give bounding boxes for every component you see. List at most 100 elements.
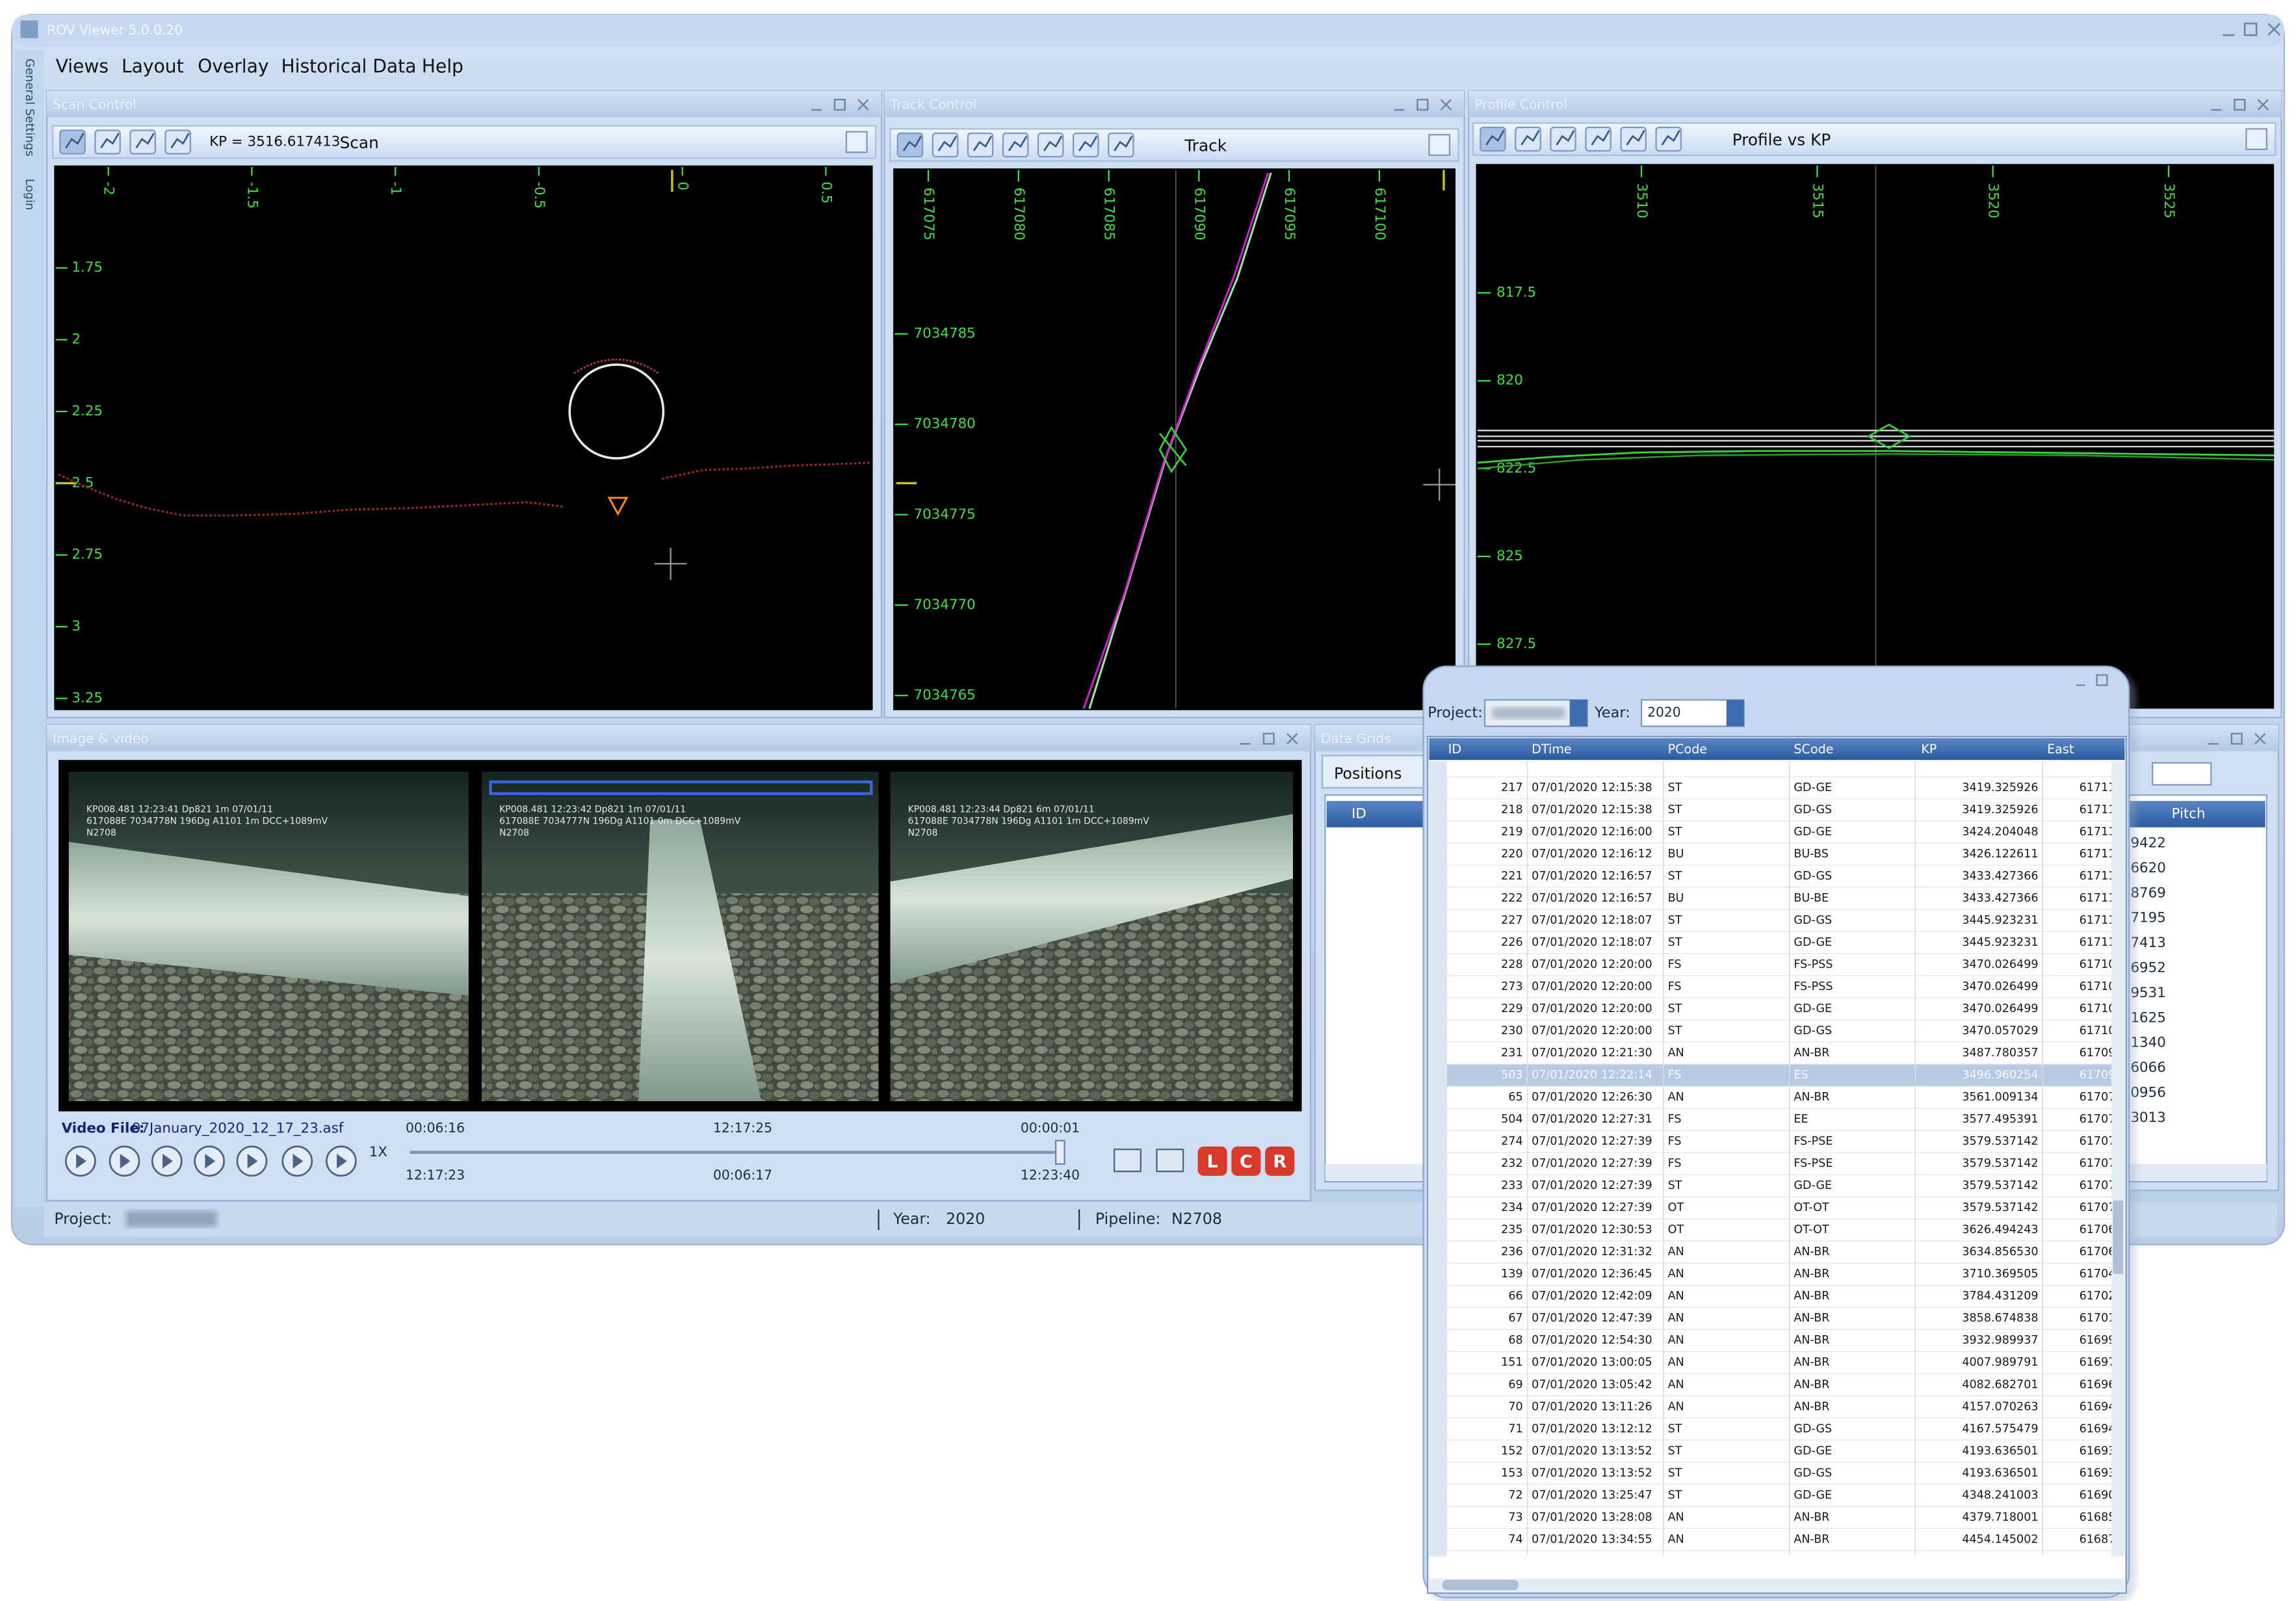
menu-item[interactable]: Help [422, 56, 463, 77]
table-row[interactable]: 220 07/01/2020 12:16:12 BU BU-BS 3426.122611… [1446, 842, 2116, 866]
playback-button[interactable] [194, 1145, 225, 1177]
tool-icon[interactable] [59, 129, 86, 155]
close[interactable] [1440, 99, 1452, 111]
row-bg[interactable] [1446, 1461, 2114, 1485]
row-bg[interactable] [1446, 887, 2114, 910]
tool-icon[interactable] [164, 129, 191, 155]
table-row[interactable]: 504 07/01/2020 12:27:31 FS EE 3577.495391 617… [1446, 1108, 2116, 1131]
row-bg[interactable] [1446, 1284, 2114, 1308]
table-row[interactable]: 233 07/01/2020 12:27:39 ST GD-GE 3579.537142… [1446, 1174, 2116, 1197]
close[interactable] [1286, 733, 1298, 745]
playback-button[interactable] [325, 1145, 357, 1177]
tool-button[interactable] [1585, 126, 1611, 152]
panel-controls[interactable] [1394, 98, 1452, 111]
table-row[interactable]: 234 07/01/2020 12:27:39 OT OT-OT 3579.537142… [1446, 1196, 2116, 1219]
table-row[interactable]: 74 07/01/2020 13:34:55 AN AN-BR 4454.145002 6… [1446, 1528, 2116, 1552]
table-row[interactable]: 274 07/01/2020 12:27:39 FS FS-PSE 3579.53714… [1446, 1130, 2116, 1153]
panel-controls[interactable] [811, 98, 869, 111]
playback-button[interactable] [236, 1145, 268, 1177]
tool-glyph[interactable] [1591, 129, 1610, 146]
camera-button[interactable]: L [1197, 1146, 1227, 1176]
tool-button[interactable] [59, 129, 86, 155]
tool-button[interactable] [1655, 126, 1682, 152]
row-bg[interactable] [1446, 975, 2114, 998]
button-glyph[interactable] [337, 1154, 347, 1169]
tool-icon[interactable] [1620, 126, 1647, 152]
tool-glyph[interactable] [170, 133, 190, 149]
side-tab[interactable]: General Settings [23, 59, 36, 157]
tool-glyph[interactable] [1043, 135, 1063, 151]
combo-arrow[interactable] [1726, 699, 1744, 727]
tool-button[interactable] [932, 132, 959, 158]
row-bg[interactable] [1446, 1351, 2114, 1375]
table-row[interactable]: 227 07/01/2020 12:18:07 ST GD-GS 3445.923231… [1446, 909, 2116, 932]
camera-button[interactable]: R [1265, 1146, 1295, 1176]
table-row[interactable]: 235 07/01/2020 12:30:53 OT OT-OT 3626.494243… [1446, 1218, 2116, 1242]
button-glyph[interactable] [76, 1154, 86, 1169]
window-controls[interactable] [2223, 22, 2281, 36]
row-bg[interactable] [1446, 931, 2114, 954]
tool-icon[interactable] [967, 132, 994, 158]
playback-button[interactable] [281, 1145, 313, 1177]
tool-button[interactable] [1037, 132, 1064, 158]
table-row[interactable]: 65 07/01/2020 12:26:30 AN AN-BR 3561.009134 6… [1446, 1086, 2116, 1109]
toolbar-pin[interactable] [2245, 128, 2268, 150]
table-row[interactable]: 139 07/01/2020 12:36:45 AN AN-BR 3710.369505… [1446, 1262, 2116, 1286]
row-bg[interactable] [1446, 798, 2114, 822]
side-tab[interactable]: Login [23, 179, 36, 211]
camera-button-bg[interactable] [1231, 1146, 1261, 1176]
table-row[interactable]: 66 07/01/2020 12:42:09 AN AN-BR 3784.431209 6… [1446, 1284, 2116, 1308]
row-bg[interactable] [1446, 1373, 2114, 1397]
table-row[interactable]: 72 07/01/2020 13:25:47 ST GD-GE 4348.241003 6… [1446, 1483, 2116, 1507]
table-row[interactable]: 73 07/01/2020 13:28:08 AN AN-BR 4379.718001 6… [1446, 1505, 2116, 1529]
table-row[interactable]: 222 07/01/2020 12:16:57 BU BU-BE 3433.427366… [1446, 887, 2116, 910]
row-bg[interactable] [1446, 1240, 2114, 1264]
table-row[interactable]: 228 07/01/2020 12:20:00 FS FS-PSS 3470.02649… [1446, 953, 2116, 976]
tool-button[interactable] [129, 129, 156, 155]
row-bg[interactable] [1446, 1505, 2114, 1529]
tool-glyph[interactable] [937, 135, 958, 151]
row-bg[interactable] [1446, 1417, 2114, 1441]
tool-button[interactable] [1515, 126, 1541, 152]
close[interactable] [2267, 23, 2281, 36]
button-glyph[interactable] [293, 1154, 304, 1169]
tool-glyph[interactable] [135, 133, 155, 149]
restore[interactable] [2243, 22, 2258, 36]
tool-icon[interactable] [1037, 132, 1064, 158]
tab-label[interactable]: Positions [1334, 764, 1402, 783]
row-bg[interactable] [1446, 1152, 2114, 1175]
camera-button-label[interactable]: R [1273, 1152, 1286, 1172]
table-row[interactable]: 236 07/01/2020 12:31:32 AN AN-BR 3634.856530… [1446, 1240, 2116, 1264]
close[interactable] [2257, 99, 2269, 111]
table-row[interactable]: 218 07/01/2020 12:15:38 ST GD-GS 3419.325926… [1446, 798, 2116, 822]
camera-button-label[interactable]: L [1207, 1152, 1218, 1172]
table-row[interactable]: 229 07/01/2020 12:20:00 ST GD-GE 3470.026499… [1446, 997, 2116, 1021]
playback-button[interactable] [151, 1145, 183, 1177]
tool-button[interactable] [94, 129, 121, 155]
button-glyph[interactable] [120, 1154, 131, 1169]
tool-glyph[interactable] [1008, 135, 1028, 151]
row-bg[interactable] [1446, 1130, 2114, 1153]
table-row[interactable]: 152 07/01/2020 13:13:52 ST GD-GE 4193.636501… [1446, 1439, 2116, 1463]
maximize[interactable] [2234, 98, 2246, 111]
tool-glyph[interactable] [1661, 129, 1680, 146]
tool-button[interactable] [1108, 132, 1134, 158]
tool-glyph[interactable] [1078, 135, 1098, 151]
tool-glyph[interactable] [1556, 129, 1575, 146]
seek-thumb[interactable] [1054, 1139, 1065, 1165]
camera-button-bg[interactable] [1197, 1146, 1227, 1176]
menu-item[interactable]: Historical Data [281, 56, 416, 77]
table-row[interactable]: 503 07/01/2020 12:22:14 FS ES 3496.960254 617… [1446, 1063, 2116, 1087]
row-bg[interactable] [1446, 1528, 2114, 1552]
row-bg[interactable] [1446, 1307, 2114, 1331]
camera-button-bg[interactable] [1265, 1146, 1295, 1176]
toolbar-pin[interactable] [845, 131, 868, 153]
table-row[interactable]: 219 07/01/2020 12:16:00 ST GD-GE 3424.204048… [1446, 820, 2116, 844]
tool-icon[interactable] [1002, 132, 1029, 158]
horizontal-scrollbar[interactable] [1429, 1578, 2125, 1592]
tool-icon[interactable] [1585, 126, 1611, 152]
image-button[interactable] [1156, 1149, 1184, 1173]
row-bg[interactable] [1446, 1041, 2114, 1065]
tool-button[interactable] [164, 129, 191, 155]
camera-button-label[interactable]: C [1240, 1152, 1253, 1172]
